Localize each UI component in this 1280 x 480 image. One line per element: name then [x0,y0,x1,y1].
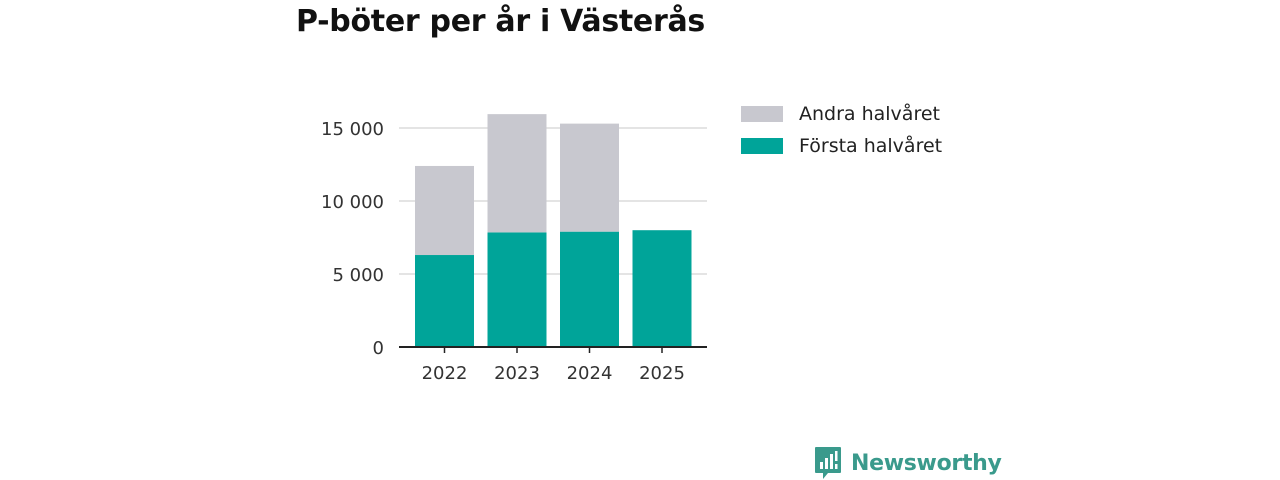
bar-andra-2023 [487,114,547,233]
bar-forsta-2023 [487,232,547,347]
x-tick-label: 2025 [639,363,685,384]
x-tick-label: 2023 [494,363,540,384]
bar-andra-2022 [415,165,474,256]
chart-title: P-böter per år i Västerås [296,4,705,39]
newsworthy-logo-icon [815,447,841,479]
bars [415,114,692,347]
bar-forsta-2024 [560,231,619,347]
x-tick-label: 2024 [567,363,613,384]
legend-swatch-forsta [741,138,783,154]
bar-forsta-2022 [415,255,474,347]
bar-forsta-2025 [632,230,692,347]
y-tick-label: 0 [373,338,384,359]
x-axis-ticks: 2022 2023 2024 2025 [422,347,685,384]
bar-andra-2024 [560,123,619,232]
legend-label-andra: Andra halvåret [799,103,940,125]
y-tick-label: 10 000 [321,192,384,213]
x-tick-label: 2022 [422,363,468,384]
newsworthy-brand: Newsworthy [814,446,1002,480]
legend-label-forsta: Första halvåret [799,135,943,157]
legend-item-andra: Andra halvåret [741,98,942,130]
legend-swatch-andra [741,106,783,122]
brand-name: Newsworthy [851,450,1002,476]
y-tick-label: 5 000 [332,265,384,286]
legend-item-forsta: Första halvåret [741,130,942,162]
y-tick-label: 15 000 [321,119,384,140]
y-axis-ticks: 0 5 000 10 000 15 000 [321,119,384,359]
legend: Andra halvåret Första halvåret [741,98,942,162]
